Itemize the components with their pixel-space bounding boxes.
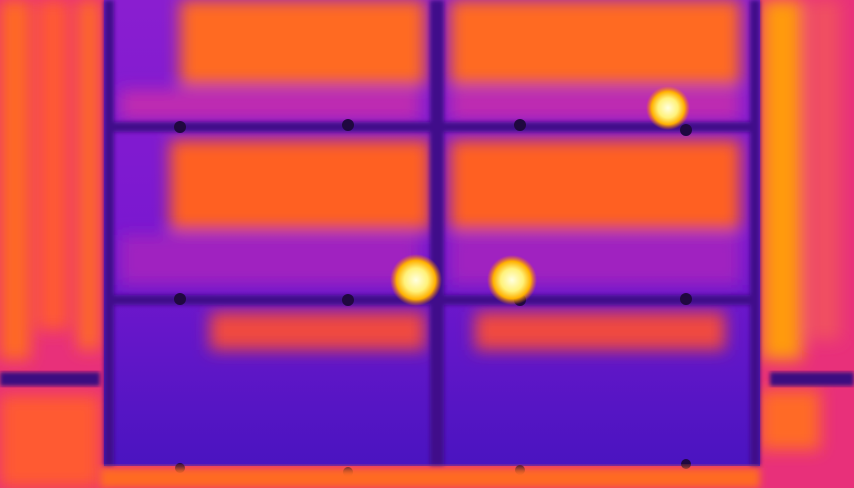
hot-spot [646, 86, 690, 130]
frame-line [0, 372, 100, 386]
hot-spot [390, 254, 442, 306]
frame-line [770, 372, 854, 386]
hot-spot [487, 255, 537, 305]
panel-warm-zones [120, 0, 740, 350]
bottom-strip [100, 468, 760, 488]
